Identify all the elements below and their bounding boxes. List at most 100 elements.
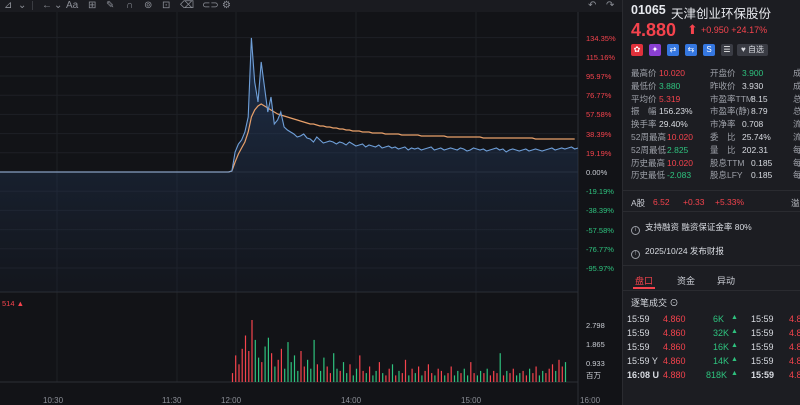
tick-row: 15:59 4.860 6K ▲ 15:59 4.8 bbox=[623, 314, 800, 327]
last-price: 4.880 bbox=[631, 20, 677, 40]
percent-label: 19.19% bbox=[586, 148, 612, 158]
stat-value: 3.930 bbox=[742, 80, 764, 91]
tick-volume: 6K bbox=[713, 314, 725, 324]
volume-bar bbox=[280, 348, 282, 382]
stat-label: 市盈率(静) bbox=[710, 106, 750, 117]
volume-bar bbox=[486, 368, 488, 382]
volume-bar bbox=[535, 366, 537, 382]
volume-bar bbox=[352, 375, 354, 382]
trash-icon[interactable]: ⌫ bbox=[180, 0, 195, 11]
mask-icon[interactable]: ⊚ bbox=[144, 0, 153, 11]
percent-label: -57.58% bbox=[586, 225, 614, 235]
tick-row: 16:08 U4.880 818K▲ 15:59 4.8 bbox=[623, 370, 800, 383]
volume-bar bbox=[297, 370, 299, 382]
watchlist-button[interactable]: ♥ 自选 bbox=[737, 44, 768, 56]
volume-bar bbox=[460, 373, 462, 382]
stat-label: 最低价 bbox=[631, 80, 657, 91]
undo-icon[interactable]: ↶ bbox=[588, 0, 597, 11]
volume-bar bbox=[411, 368, 413, 382]
divider bbox=[623, 190, 800, 191]
volume-bar bbox=[303, 366, 305, 382]
percent-label: 57.58% bbox=[586, 110, 612, 120]
volume-bar bbox=[418, 366, 420, 382]
tick-price: 4.860 bbox=[663, 314, 686, 324]
volume-bar bbox=[365, 373, 367, 382]
more-icon[interactable]: ☰ bbox=[721, 44, 733, 56]
stat-label: 流 bbox=[793, 132, 800, 142]
tab-capital[interactable]: 资金 bbox=[677, 276, 696, 286]
volume-bar bbox=[427, 364, 429, 382]
toolbar-divider bbox=[32, 1, 33, 10]
stat-value: 0.185 bbox=[751, 157, 773, 168]
volume-bar bbox=[437, 368, 439, 382]
volume-bar bbox=[548, 368, 550, 382]
volume-bar bbox=[512, 368, 514, 382]
stat-label: 委 比 bbox=[710, 132, 736, 142]
volume-bar bbox=[502, 375, 505, 382]
redo-icon[interactable]: ↷ bbox=[606, 0, 615, 11]
stat-label: 最高价 bbox=[631, 68, 657, 78]
stat-value: 8.79 bbox=[751, 106, 768, 117]
tick-price: 4.8 bbox=[789, 370, 800, 380]
tab-activity[interactable]: 异动 bbox=[717, 276, 736, 286]
volume-bar bbox=[313, 339, 315, 382]
tick-volume: 14K bbox=[713, 356, 730, 366]
volume-bar bbox=[388, 368, 390, 382]
volume-bar bbox=[258, 357, 260, 382]
volume-bar bbox=[444, 375, 446, 382]
stat-label: 历史最高 bbox=[631, 157, 666, 168]
time-label: 16:00 bbox=[580, 396, 601, 405]
stat-value: 3.880 bbox=[659, 80, 681, 91]
tick-price: 4.860 bbox=[663, 342, 686, 352]
intraday-chart[interactable]: 134.35% 115.16% 95.97% 76.77% 57.58% 38.39% 19… bbox=[0, 12, 622, 405]
tick-time: 15:59 Y bbox=[627, 356, 658, 366]
lock-icon[interactable]: ⊡ bbox=[162, 0, 171, 11]
volume-hint: 514 ▲ bbox=[2, 299, 25, 308]
tick-time: 15:59 bbox=[627, 342, 650, 352]
up-arrow-icon: ▲ bbox=[731, 314, 738, 321]
margin-info[interactable]: i 支持融资 融资保证金率 80% bbox=[631, 221, 752, 235]
volume-label: 1.865 bbox=[586, 340, 605, 349]
text-icon[interactable]: Aa bbox=[66, 0, 79, 11]
volume-bar bbox=[470, 362, 472, 382]
volume-bar bbox=[522, 370, 524, 382]
stat-label: 平均价 bbox=[631, 93, 657, 104]
back-icon[interactable]: ← bbox=[42, 0, 52, 11]
divider bbox=[623, 211, 800, 212]
volume-bar bbox=[310, 368, 312, 382]
volume-bar bbox=[414, 373, 416, 382]
stat-value: 2.825 bbox=[667, 144, 689, 155]
stock-code: 01065 bbox=[631, 3, 666, 17]
grid-icon[interactable]: ⊞ bbox=[88, 0, 97, 11]
volume-label: 0.933 bbox=[586, 359, 605, 368]
stat-label: 股息TTM bbox=[710, 157, 745, 168]
volume-bar bbox=[538, 375, 540, 382]
tick-price: 4.8 bbox=[789, 314, 800, 324]
magnet-icon[interactable]: ∩ bbox=[126, 0, 134, 11]
volume-bar bbox=[447, 373, 449, 382]
up-arrow-icon: ▲ bbox=[731, 370, 738, 377]
stat-value: 202.31 bbox=[742, 144, 768, 155]
volume-bar bbox=[558, 359, 560, 382]
dropdown-icon[interactable]: ⌄ bbox=[54, 0, 63, 11]
stat-label: 52周最低 bbox=[631, 144, 666, 155]
brush-icon[interactable]: ✎ bbox=[106, 0, 115, 11]
dropdown-icon[interactable]: ⌄ bbox=[18, 0, 27, 11]
volume-bar bbox=[372, 375, 374, 382]
settings-icon[interactable]: ⚙ bbox=[222, 0, 231, 11]
earnings-info[interactable]: ! 2025/10/24 发布财报 bbox=[631, 245, 724, 259]
tick-price: 4.880 bbox=[663, 370, 686, 380]
percent-label-zero: 0.00% bbox=[586, 168, 608, 177]
ticks-title[interactable]: 逐笔成交 ⊙ bbox=[631, 298, 679, 308]
margin-icon: S bbox=[703, 44, 715, 56]
stat-label: 成 bbox=[793, 68, 800, 78]
draw-tool-icon[interactable]: ⊿ bbox=[4, 0, 13, 11]
toggle-icon[interactable]: ⊂⊃ bbox=[202, 0, 219, 11]
tick-price: 4.8 bbox=[789, 356, 800, 366]
volume-bar bbox=[489, 375, 491, 382]
tab-orderbook[interactable]: 盘口 bbox=[635, 276, 654, 286]
divider bbox=[623, 265, 800, 266]
tick-row: 15:59 4.860 16K▲ 15:59 4.8 bbox=[623, 342, 800, 355]
volume-bar bbox=[267, 337, 269, 382]
